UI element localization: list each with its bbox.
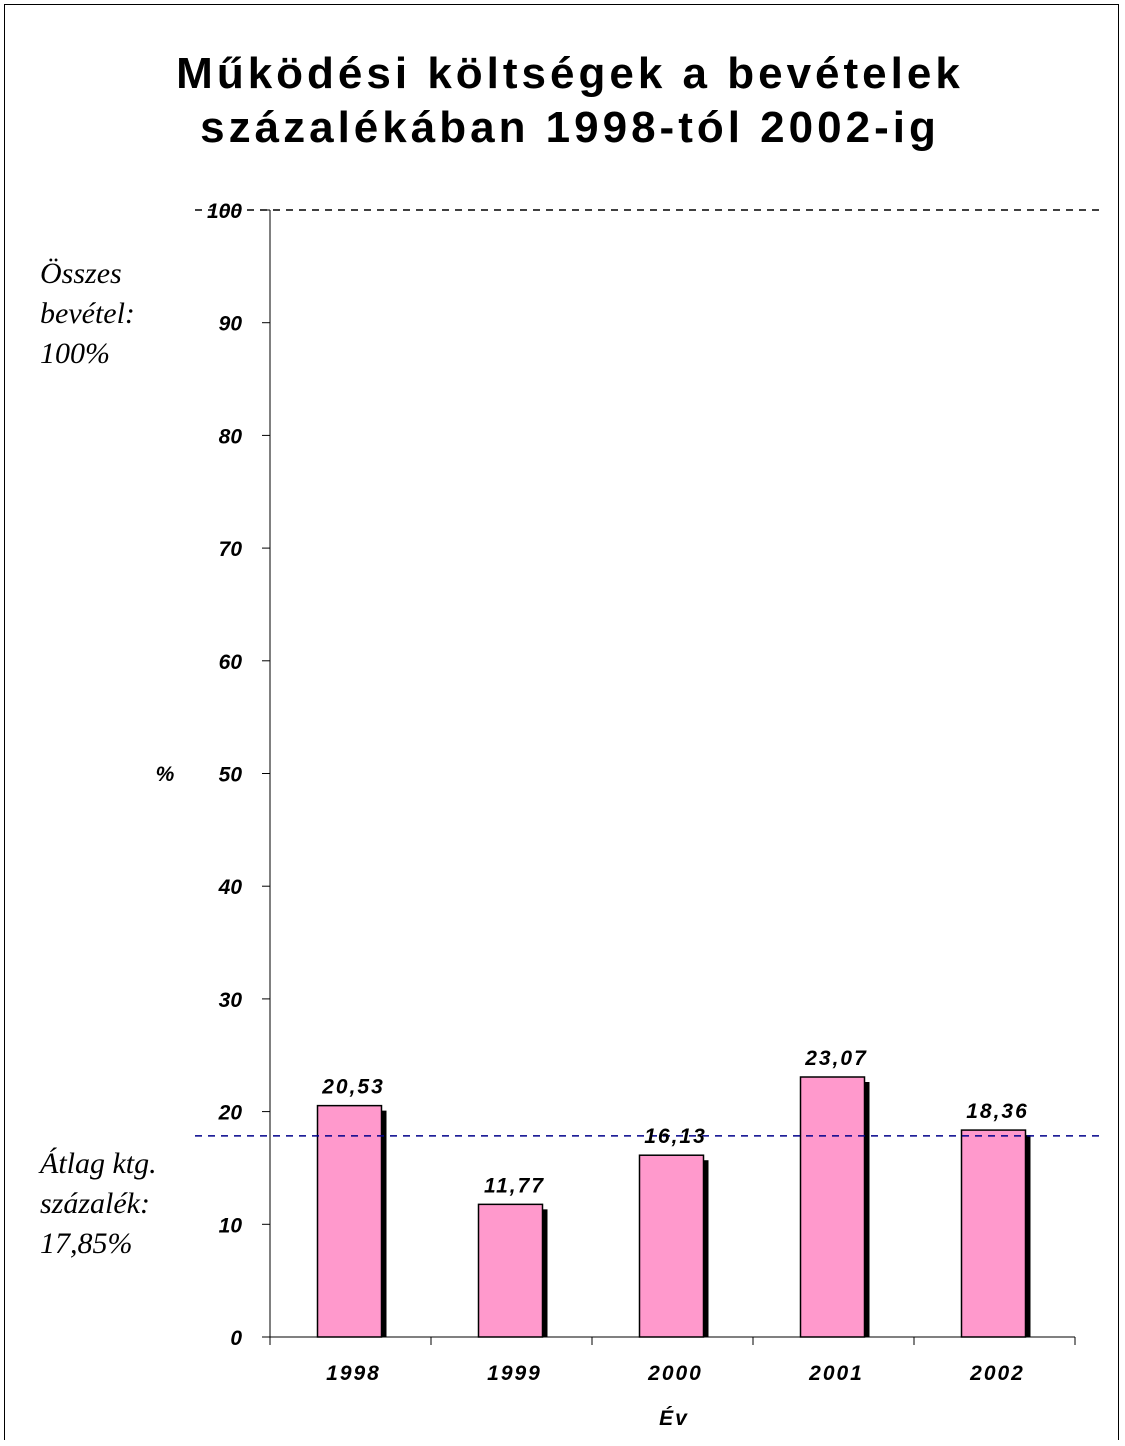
y-tick-label: 10 bbox=[219, 1214, 243, 1237]
y-tick-label: 90 bbox=[219, 313, 243, 336]
x-category-label: 1999 bbox=[487, 1362, 542, 1385]
bar-value-label: 23,07 bbox=[804, 1047, 868, 1070]
y-tick-label: 0 bbox=[230, 1327, 242, 1350]
x-category-label: 2002 bbox=[969, 1362, 1025, 1385]
average-cost-label-line-3: 17,85% bbox=[40, 1227, 133, 1260]
bar-value-label: 11,77 bbox=[484, 1174, 545, 1197]
bar-value-label: 16,13 bbox=[644, 1125, 707, 1148]
total-revenue-label-line-2: bevétel: bbox=[40, 297, 135, 330]
bar-value-label: 18,36 bbox=[966, 1100, 1029, 1123]
y-tick-label: 60 bbox=[219, 651, 243, 674]
chart-title-line-2: százalékában 1998-tól 2002-ig bbox=[200, 103, 940, 152]
x-category-label: 2001 bbox=[808, 1362, 864, 1385]
y-tick-label: 30 bbox=[219, 989, 243, 1012]
bar bbox=[960, 1129, 1027, 1338]
x-category-label: 1998 bbox=[326, 1362, 381, 1385]
bar bbox=[477, 1203, 544, 1338]
x-category-label: 2000 bbox=[647, 1362, 703, 1385]
y-tick-label: 70 bbox=[219, 538, 243, 561]
x-axis-label: Év bbox=[659, 1407, 689, 1430]
bar bbox=[638, 1154, 705, 1338]
y-tick-label: 50 bbox=[219, 764, 243, 787]
bar bbox=[316, 1104, 383, 1338]
total-revenue-label-line-3: 100% bbox=[40, 337, 110, 370]
total-revenue-label-line-1: Összes bbox=[40, 257, 122, 290]
y-axis-label: % bbox=[156, 763, 177, 786]
y-tick-label: 80 bbox=[219, 425, 243, 448]
y-tick-label: 20 bbox=[218, 1102, 243, 1125]
average-cost-label-line-2: százalék: bbox=[40, 1187, 150, 1220]
y-tick-label: 40 bbox=[218, 876, 243, 899]
average-cost-label-line-1: Átlag ktg. bbox=[38, 1147, 157, 1180]
bar bbox=[799, 1076, 866, 1338]
chart-title-line-1: Működési költségek a bevételek bbox=[176, 49, 964, 98]
chart-frame bbox=[4, 4, 1119, 1440]
bar-value-label: 20,53 bbox=[321, 1076, 385, 1099]
y-tick-label: 100 bbox=[207, 200, 242, 223]
